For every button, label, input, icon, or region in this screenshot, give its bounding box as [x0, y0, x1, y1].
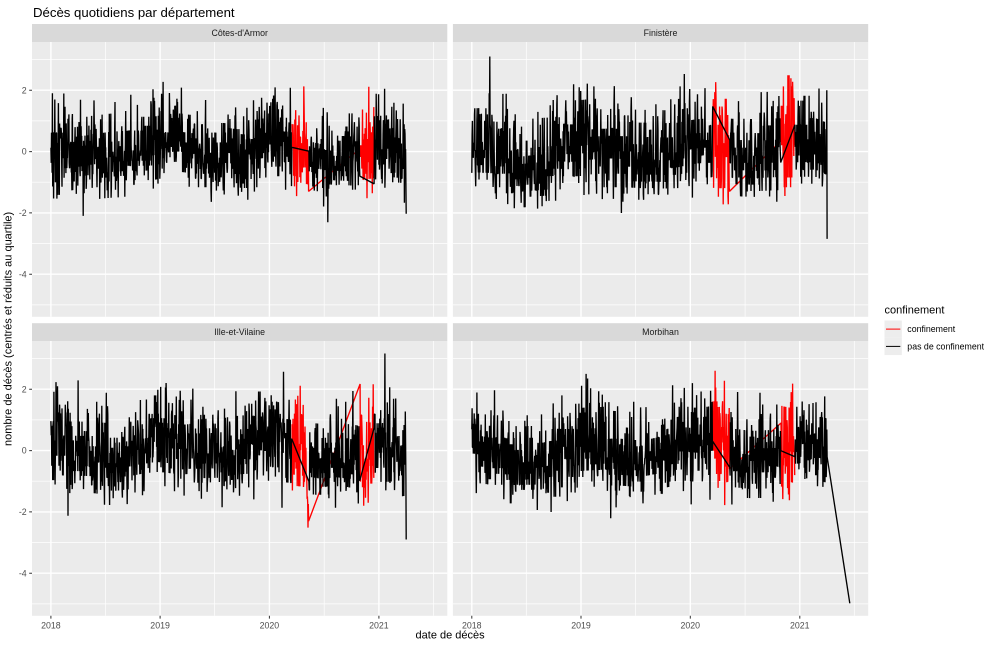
- svg-text:nombre de décès (centrés et ré: nombre de décès (centrés et réduits au q…: [3, 212, 15, 446]
- svg-text:confinement: confinement: [885, 305, 945, 317]
- svg-text:-4: -4: [19, 568, 27, 578]
- svg-text:Côtes-d'Armor: Côtes-d'Armor: [211, 28, 267, 38]
- svg-text:Ille-et-Vilaine: Ille-et-Vilaine: [214, 327, 265, 337]
- svg-text:2020: 2020: [681, 620, 701, 630]
- svg-text:2021: 2021: [790, 620, 810, 630]
- svg-text:2020: 2020: [260, 620, 280, 630]
- svg-text:-2: -2: [19, 208, 27, 218]
- svg-text:-4: -4: [19, 269, 27, 279]
- svg-text:2018: 2018: [41, 620, 61, 630]
- svg-text:2: 2: [22, 85, 27, 95]
- svg-text:2019: 2019: [571, 620, 591, 630]
- svg-text:0: 0: [22, 446, 27, 456]
- svg-text:0: 0: [22, 147, 27, 157]
- svg-text:confinement: confinement: [907, 324, 955, 334]
- svg-text:2021: 2021: [369, 620, 389, 630]
- svg-text:2: 2: [22, 384, 27, 394]
- svg-text:Décès quotidiens par départeme: Décès quotidiens par département: [33, 5, 235, 20]
- svg-text:date de décès: date de décès: [416, 630, 486, 642]
- svg-text:2019: 2019: [150, 620, 170, 630]
- svg-text:Finistère: Finistère: [644, 28, 678, 38]
- svg-text:2018: 2018: [462, 620, 482, 630]
- svg-text:pas de confinement: pas de confinement: [907, 342, 984, 352]
- svg-text:Morbihan: Morbihan: [642, 327, 679, 337]
- svg-text:-2: -2: [19, 507, 27, 517]
